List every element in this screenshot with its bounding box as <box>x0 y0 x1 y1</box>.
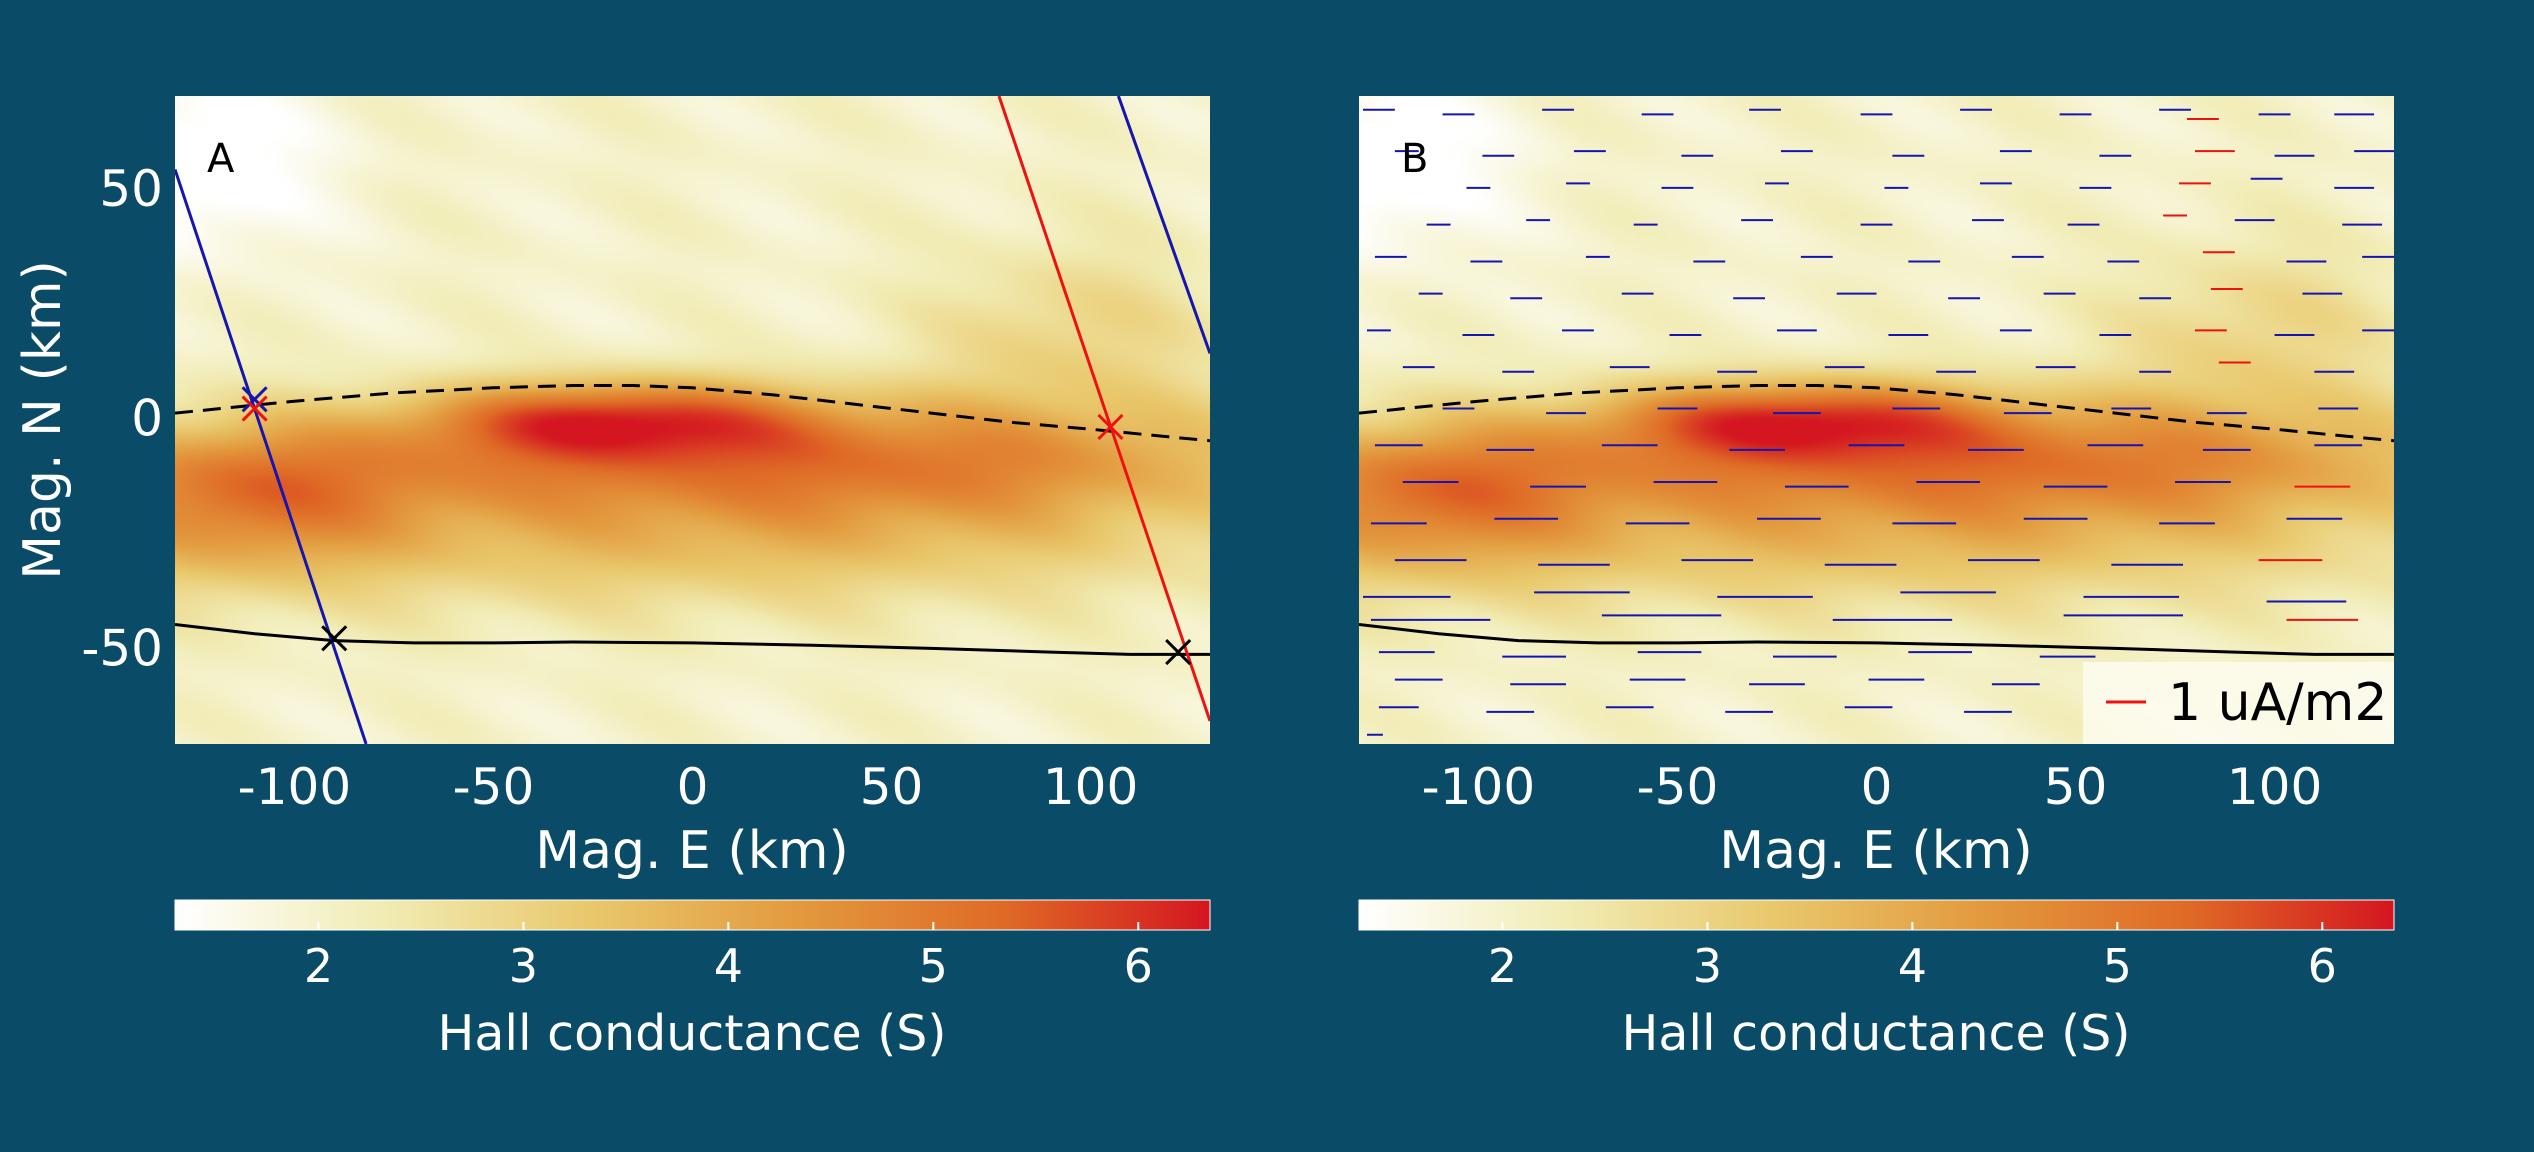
y-tick-label: 50 <box>99 160 163 218</box>
colorbar-tick-label: 3 <box>1693 939 1722 993</box>
x-tick-label: 0 <box>1861 758 1893 816</box>
marker-2 <box>1097 413 1124 440</box>
x-tick-label: 100 <box>1043 758 1138 816</box>
y-tick-label: 0 <box>131 390 163 448</box>
line-solid <box>1359 623 2394 656</box>
colorbar-b-ticks: 2 3 4 5 6 <box>1488 922 2337 993</box>
marker-1 <box>241 395 268 422</box>
markers-a <box>241 386 1192 666</box>
line-dashed <box>175 384 1210 443</box>
marker-3 <box>321 625 348 652</box>
panel-label-b: B <box>1401 136 1428 182</box>
colorbar-a-gradient <box>174 899 1211 931</box>
colorbar-tick-label: 6 <box>2308 939 2337 993</box>
colorbar-tick-label: 2 <box>304 939 333 993</box>
colorbar-tick-label: 4 <box>714 939 743 993</box>
line-solid <box>175 623 1210 656</box>
colorbar-tick-label: 2 <box>1488 939 1517 993</box>
heatmap-b <box>1359 96 2394 744</box>
x-tick-label: 50 <box>2044 758 2108 816</box>
colorbar-a: 2 3 4 5 6 Hall conductance (S) <box>174 899 1211 1062</box>
colorbar-tick-label: 3 <box>509 939 538 993</box>
x-tick-label: 0 <box>677 758 709 816</box>
x-tick-label: -50 <box>1637 758 1719 816</box>
colorbar-a-label: Hall conductance (S) <box>437 1005 946 1062</box>
panel-b: B 1 uA/m2 -100 -50 0 50 100 Mag. E (km) <box>1359 96 2394 881</box>
line-blue-right <box>1116 96 1210 354</box>
x-axis-label-b: Mag. E (km) <box>1719 821 2033 881</box>
panel-label-a: A <box>207 136 235 182</box>
colorbar-b-gradient <box>1358 899 2395 931</box>
panel-a: A -100 -50 0 50 100 50 0 -50 Mag. E (km) Mag. … <box>13 96 1210 881</box>
colorbar-b: 2 3 4 5 6 Hall conductance (S) <box>1358 899 2395 1062</box>
y-ticks-a: 50 0 -50 <box>81 160 163 678</box>
lines-b <box>1359 384 2394 656</box>
line-blue-left <box>175 169 368 744</box>
x-axis-label-a: Mag. E (km) <box>535 821 849 881</box>
x-tick-label: -100 <box>1422 758 1535 816</box>
legend-b: 1 uA/m2 <box>2083 662 2394 744</box>
lines-a <box>175 96 1210 744</box>
colorbar-tick-label: 6 <box>1124 939 1153 993</box>
line-red-right <box>997 96 1210 722</box>
y-tick-label: -50 <box>81 619 163 677</box>
x-tick-label: 50 <box>860 758 924 816</box>
x-ticks-b: -100 -50 0 50 100 <box>1422 758 2323 816</box>
y-axis-label-a: Mag. N (km) <box>13 260 73 580</box>
colorbar-tick-label: 5 <box>2103 939 2132 993</box>
current-vectors-b <box>1362 108 2394 736</box>
x-tick-label: 100 <box>2227 758 2322 816</box>
x-tick-label: -50 <box>453 758 535 816</box>
marker-0 <box>241 386 268 413</box>
legend-label: 1 uA/m2 <box>2168 673 2387 733</box>
line-dashed <box>1359 384 2394 443</box>
colorbar-b-label: Hall conductance (S) <box>1621 1005 2130 1062</box>
x-ticks-a: -100 -50 0 50 100 <box>238 758 1139 816</box>
colorbar-a-ticks: 2 3 4 5 6 <box>304 922 1153 993</box>
marker-4 <box>1165 639 1192 666</box>
colorbar-tick-label: 5 <box>919 939 948 993</box>
x-tick-label: -100 <box>238 758 351 816</box>
heatmap-a <box>175 96 1210 744</box>
colorbar-tick-label: 4 <box>1898 939 1927 993</box>
